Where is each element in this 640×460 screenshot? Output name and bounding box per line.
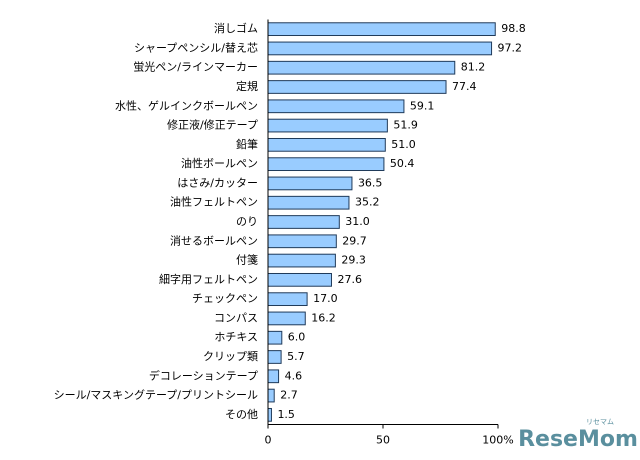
category-label: チェックペン bbox=[192, 292, 258, 305]
value-label: 31.0 bbox=[345, 215, 370, 228]
bar bbox=[267, 157, 385, 172]
bar bbox=[267, 22, 496, 37]
category-label: デコレーションテープ bbox=[149, 368, 258, 382]
value-label: 50.4 bbox=[390, 157, 415, 170]
category-label: その他 bbox=[225, 408, 258, 421]
value-label: 29.7 bbox=[342, 234, 367, 247]
value-label: 4.6 bbox=[285, 369, 303, 382]
value-label: 36.5 bbox=[358, 176, 383, 189]
value-label: 1.5 bbox=[277, 408, 295, 421]
category-label: 油性ボールペン bbox=[181, 156, 258, 170]
bar bbox=[267, 407, 272, 422]
category-label: クリップ類 bbox=[203, 350, 258, 363]
category-label: 蛍光ペン/ラインマーカー bbox=[133, 60, 258, 74]
value-label: 51.0 bbox=[391, 138, 416, 151]
bar bbox=[267, 369, 280, 384]
category-label: ホチキス bbox=[214, 331, 258, 344]
category-label: 消せるボールペン bbox=[170, 233, 258, 247]
category-label: はさみ/カッター bbox=[177, 176, 258, 189]
category-label: 消しゴム bbox=[214, 21, 258, 35]
bar bbox=[267, 176, 353, 191]
bar bbox=[267, 311, 306, 326]
bar bbox=[267, 80, 447, 94]
bar bbox=[267, 137, 386, 152]
bar bbox=[267, 253, 336, 268]
value-label: 81.2 bbox=[461, 61, 486, 74]
bar bbox=[267, 388, 275, 403]
value-label: 17.0 bbox=[313, 292, 338, 305]
x-tick-label: 0 bbox=[265, 434, 272, 447]
category-label: シール/マスキングテープ/プリントシール bbox=[54, 388, 258, 402]
category-label: 水性、ゲルインクボールペン bbox=[115, 98, 258, 112]
bar bbox=[267, 292, 308, 307]
bar bbox=[267, 272, 332, 287]
category-label: 鉛筆 bbox=[236, 137, 258, 151]
bar bbox=[267, 60, 456, 75]
category-label: シャープペンシル/替え芯 bbox=[134, 40, 258, 54]
category-label: のり bbox=[236, 215, 258, 228]
value-label: 29.3 bbox=[341, 254, 366, 267]
bar bbox=[267, 41, 493, 56]
watermark-sub: リセマム bbox=[586, 418, 614, 426]
value-label: 97.2 bbox=[498, 41, 523, 54]
bar bbox=[267, 330, 283, 345]
watermark: ReseMom bbox=[518, 427, 638, 452]
value-label: 6.0 bbox=[288, 331, 306, 344]
bar bbox=[267, 195, 350, 210]
category-label: 定規 bbox=[236, 79, 258, 93]
value-label: 27.6 bbox=[337, 273, 362, 286]
value-label: 77.4 bbox=[452, 80, 477, 93]
value-label: 51.9 bbox=[393, 119, 418, 132]
category-label: 細字用フェルトペン bbox=[159, 272, 258, 286]
bar bbox=[267, 234, 337, 249]
value-label: 2.7 bbox=[280, 389, 298, 402]
value-label: 59.1 bbox=[410, 99, 435, 112]
x-tick-label: 100% bbox=[482, 434, 513, 447]
category-label: 油性フェルトペン bbox=[170, 195, 258, 209]
bar bbox=[267, 118, 388, 133]
bar bbox=[267, 215, 340, 229]
value-label: 98.8 bbox=[501, 22, 526, 35]
category-label: 修正液/修正テープ bbox=[167, 118, 258, 132]
x-tick-label: 50 bbox=[376, 434, 390, 447]
category-label: 付箋 bbox=[236, 253, 258, 267]
bar bbox=[267, 350, 282, 364]
bar bbox=[267, 99, 405, 114]
category-label: コンパス bbox=[214, 311, 258, 324]
value-label: 5.7 bbox=[287, 350, 305, 363]
value-label: 16.2 bbox=[311, 311, 336, 324]
value-label: 35.2 bbox=[355, 196, 380, 209]
